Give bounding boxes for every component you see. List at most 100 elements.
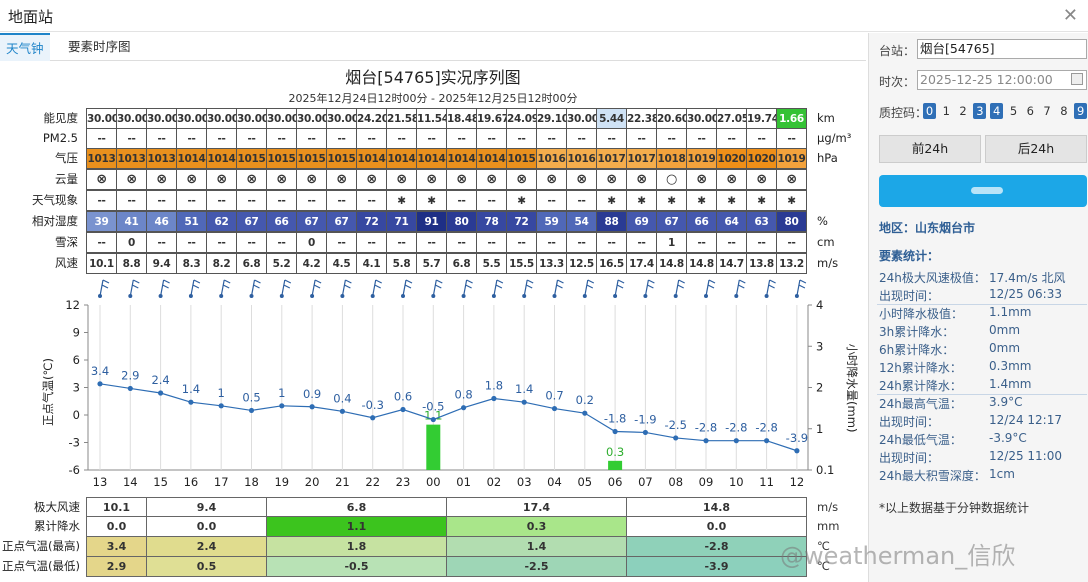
stats-note: *以上数据基于分钟数据统计 [879,501,1030,515]
cell-pres: 1014 [356,148,387,169]
cell-rh: 67 [656,211,687,232]
cell-wind: 8.8 [116,253,147,274]
qc-code-5[interactable]: 5 [1009,104,1018,118]
close-icon[interactable]: ✕ [1062,5,1078,26]
temp-point [400,406,406,413]
summary-cell-gust: 17.4 [446,497,627,518]
wind-barb [461,279,473,298]
cell-snow: -- [716,232,747,253]
cell-pres: 1014 [446,148,477,169]
x-tick-label: 14 [123,475,138,489]
x-tick-label: 15 [153,475,168,489]
stat-value: -3.9°C [989,431,1027,445]
summary-cell-tmax: 3.4 [86,536,147,557]
cell-pm: -- [146,128,177,149]
cell-pm: -- [506,128,537,149]
temp-point-label: 0.2 [576,393,594,407]
temp-point-label: 3.4 [91,364,109,378]
temp-point [339,408,345,414]
qc-code-9[interactable]: 9 [1074,103,1088,119]
cell-pres: 1013 [116,148,147,169]
window-title: 地面站 [8,8,54,26]
cell-rh: 67 [236,211,267,232]
row-unit-wind: m/s [817,256,839,270]
cell-pm: -- [296,128,327,149]
cell-wind: 14.8 [686,253,717,274]
cell-cloud: ⊗ [176,169,207,190]
stat-value: 0.3mm [989,359,1032,373]
cell-snow: -- [446,232,477,253]
summary-label-gust: 极大风速 [34,500,80,514]
cell-pm: -- [86,128,117,149]
cell-rh: 72 [506,211,537,232]
summary-unit-tmin: ℃ [817,559,830,573]
qc-code-6[interactable]: 6 [1026,104,1034,118]
row-label-wx: 天气现象 [32,193,78,207]
x-tick-label: 01 [456,475,471,489]
temp-point [370,415,376,421]
cell-wx: -- [566,190,597,211]
query-button[interactable] [879,175,1087,207]
temp-point-label: -0.3 [361,398,383,412]
wind-barb [279,279,292,298]
summary-label-tmin: 正点气温(最低) [2,559,80,573]
qc-code-2[interactable]: 2 [959,104,967,118]
qc-code-0[interactable]: 0 [923,103,936,119]
qc-code-1[interactable]: 1 [942,104,950,118]
cell-pm: -- [746,128,777,149]
cell-wind: 9.4 [146,253,177,274]
x-tick-label: 21 [335,475,350,489]
cell-pres: 1019 [686,148,717,169]
wind-barb [128,279,140,298]
cell-snow: -- [626,232,657,253]
cell-vis: 30.00 [86,108,117,129]
wind-barb [188,279,201,298]
temp-line [99,383,798,452]
time-label: 时次： [879,75,916,89]
temp-point [703,438,709,444]
qc-code-3[interactable]: 3 [973,103,987,119]
row-pres: 1013 1013 1013 1014 1014 1015 1015 1015 1015 1014… [86,148,807,169]
wind-barb [98,279,110,298]
cell-wx: ✱ [386,190,417,211]
cell-rh: 80 [776,211,807,232]
time-input[interactable]: 2025-12-25 12:00:00 [917,70,1087,90]
temp-point-label: 0.5 [242,390,260,404]
wind-barb [158,279,170,298]
x-tick-label: 19 [274,475,289,489]
y2-axis-title: 小时降水量(mm) [845,344,859,433]
station-input[interactable]: 烟台[54765] [917,39,1087,59]
x-tick-label: 13 [93,475,108,489]
temp-point-label: 1.4 [515,382,533,396]
row-label-wind: 风速 [55,256,78,270]
calendar-icon[interactable] [1071,73,1083,85]
qc-code-4[interactable]: 4 [990,103,1004,119]
qc-code-7[interactable]: 7 [1043,104,1051,118]
cell-pm: -- [536,128,567,149]
stat-value: 1cm [989,467,1015,481]
next-24h-button[interactable]: 后24h [985,135,1087,163]
x-tick-label: 05 [577,475,592,489]
cell-wx: ✱ [686,190,717,211]
wind-barb [794,279,807,298]
cell-wind: 13.2 [776,253,807,274]
summary-cell-tmin: -2.5 [446,556,627,577]
tab-weather-clock[interactable]: 天气钟 [0,33,50,61]
y-tick-label: 0 [73,408,80,422]
temp-point [794,448,800,454]
cell-rh: 62 [206,211,237,232]
cell-pm: -- [176,128,207,149]
x-tick-label: 07 [638,475,653,489]
tab-element-timeseries[interactable]: 要素时序图 [68,39,131,54]
qc-code-8[interactable]: 8 [1060,104,1068,118]
station-label: 台站： [879,44,916,58]
cell-vis: 30.00 [326,108,357,129]
x-tick-label: 04 [547,475,562,489]
prev-24h-button[interactable]: 前24h [879,135,981,163]
cell-wx: -- [236,190,267,211]
row-label-pres: 气压 [55,151,78,165]
cell-pres: 1013 [146,148,177,169]
stat-value: 1.1mm [989,305,1032,319]
cell-cloud: ⊗ [206,169,237,190]
